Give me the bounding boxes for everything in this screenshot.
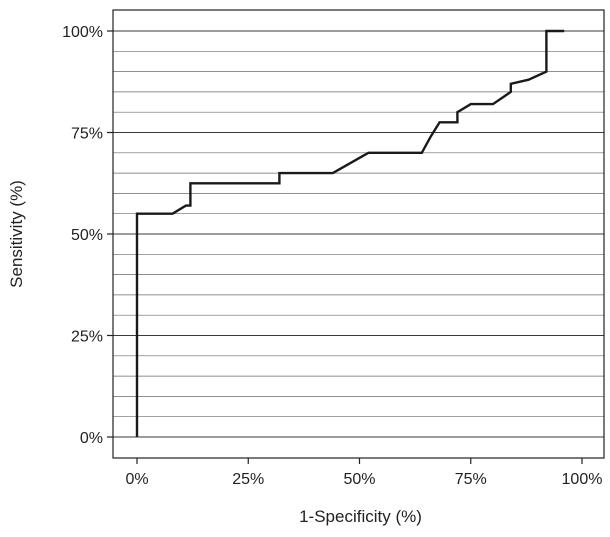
x-tick-label: 0% <box>125 471 148 488</box>
x-tick-label: 75% <box>455 471 487 488</box>
x-axis-ticks: 0% 25% 50% 75% 100% <box>125 458 602 488</box>
y-tick-label: 100% <box>62 24 103 41</box>
roc-curve-line <box>135 29 565 437</box>
x-tick-label: 25% <box>232 471 264 488</box>
y-axis-ticks: 0% 25% 50% 75% 100% <box>62 24 113 447</box>
x-axis-title: 1-Specificity (%) <box>299 507 422 526</box>
y-tick-label: 50% <box>71 227 103 244</box>
x-tick-label: 100% <box>562 471 603 488</box>
x-tick-label: 50% <box>343 471 375 488</box>
y-tick-label: 75% <box>71 126 103 143</box>
y-tick-label: 25% <box>71 329 103 346</box>
y-axis-title: Sensitivity (%) <box>7 180 26 288</box>
gridlines <box>113 30 604 438</box>
series-layer <box>135 29 565 437</box>
y-tick-label: 0% <box>80 430 103 447</box>
